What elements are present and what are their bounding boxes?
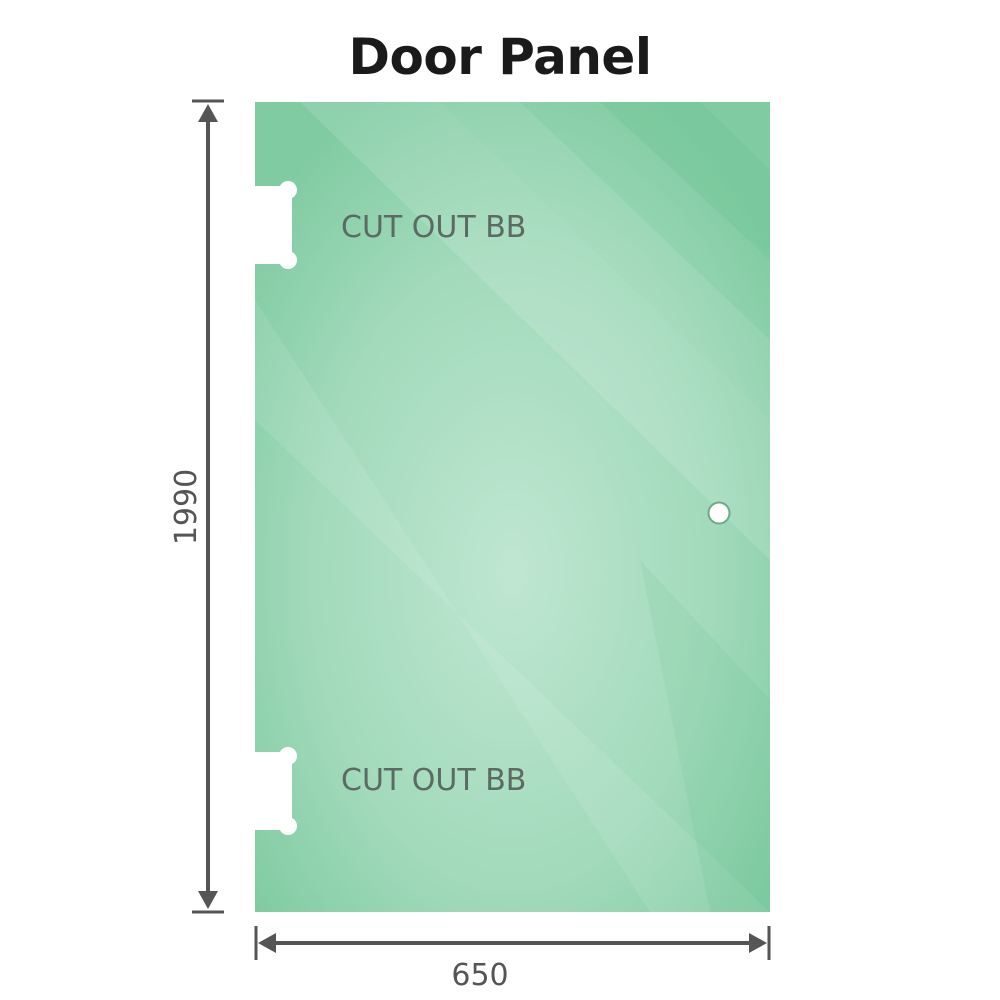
width-label: 650: [451, 958, 508, 993]
width-dimension: [254, 926, 771, 960]
handle-hole: [707, 501, 731, 525]
height-label: 1990: [169, 469, 204, 545]
diagram-title: Door Panel: [348, 28, 652, 86]
cutout-top-label: CUT OUT BB: [341, 210, 526, 245]
cutout-bottom-label: CUT OUT BB: [341, 763, 526, 798]
glass-panel: [255, 102, 770, 912]
height-dimension: [192, 99, 224, 914]
